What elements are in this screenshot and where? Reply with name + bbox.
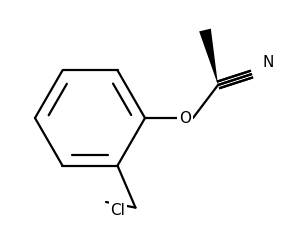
- Polygon shape: [199, 29, 218, 85]
- Text: N: N: [262, 54, 274, 69]
- Text: Cl: Cl: [111, 202, 125, 217]
- Text: O: O: [179, 111, 191, 125]
